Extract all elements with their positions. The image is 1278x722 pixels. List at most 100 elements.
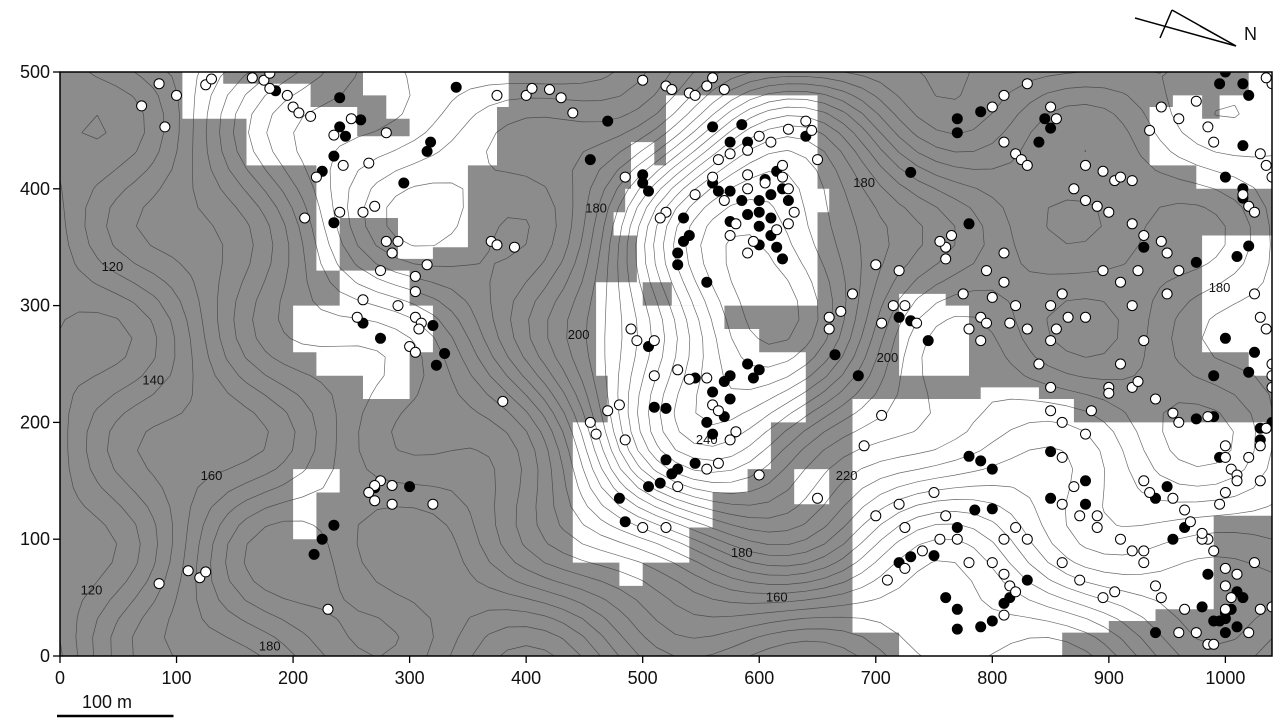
- filled-sample-point: [334, 92, 346, 104]
- open-sample-point: [1050, 113, 1062, 125]
- filled-sample-point: [1039, 113, 1051, 125]
- sample-points: [136, 72, 1272, 650]
- open-sample-point: [619, 171, 631, 183]
- north-arrow-crossbar: [1159, 9, 1173, 39]
- x-tick-label: 700: [861, 668, 891, 688]
- filled-sample-point: [922, 335, 934, 347]
- open-sample-point: [1266, 381, 1272, 393]
- open-sample-point: [1260, 159, 1272, 171]
- x-tick-label: 900: [1094, 668, 1124, 688]
- open-sample-point: [1254, 311, 1266, 323]
- filled-sample-point: [1219, 72, 1231, 78]
- map-frame: [59, 71, 1273, 657]
- open-sample-point: [742, 183, 754, 195]
- open-sample-point: [363, 157, 375, 169]
- open-sample-point: [712, 405, 724, 417]
- open-sample-point: [305, 110, 317, 122]
- open-sample-point: [1202, 121, 1214, 133]
- filled-sample-point: [963, 450, 975, 462]
- open-sample-point: [712, 154, 724, 166]
- contour-value-label: 180: [259, 639, 281, 654]
- open-sample-point: [153, 78, 165, 90]
- open-sample-point: [1219, 580, 1231, 592]
- open-sample-point: [427, 498, 439, 510]
- open-sample-point: [520, 89, 532, 101]
- contour-value-label: 180: [1209, 280, 1231, 295]
- open-sample-point: [654, 212, 666, 224]
- open-sample-point: [375, 265, 386, 277]
- open-sample-point: [421, 259, 433, 271]
- open-sample-point: [1010, 586, 1022, 598]
- open-sample-point: [701, 80, 713, 92]
- open-sample-point: [1249, 206, 1260, 218]
- x-tick-label: 1000: [1205, 668, 1245, 688]
- filled-sample-point: [765, 212, 777, 224]
- open-sample-point: [870, 259, 882, 271]
- open-sample-point: [1161, 247, 1173, 259]
- filled-sample-point: [707, 428, 719, 440]
- open-sample-point: [1260, 422, 1272, 434]
- filled-sample-point: [1045, 446, 1057, 458]
- open-sample-point: [1208, 545, 1220, 557]
- open-sample-point: [1080, 428, 1091, 440]
- contour-value-label: 220: [836, 468, 858, 483]
- filled-sample-point: [1021, 574, 1033, 586]
- x-tick-label: 400: [511, 668, 541, 688]
- filled-sample-point: [736, 119, 748, 131]
- open-sample-point: [858, 440, 870, 452]
- open-sample-point: [258, 74, 270, 86]
- open-sample-point: [1208, 638, 1220, 650]
- open-sample-point: [893, 498, 905, 510]
- contour-labels: 1201401601201801802002402201801602001801…: [81, 175, 1231, 654]
- open-sample-point: [310, 171, 322, 183]
- open-sample-point: [1184, 516, 1196, 528]
- filled-sample-point: [905, 166, 917, 178]
- filled-sample-point: [975, 455, 987, 467]
- open-sample-point: [1202, 411, 1214, 423]
- filled-sample-point: [660, 454, 672, 466]
- filled-sample-point: [328, 217, 340, 229]
- open-sample-point: [876, 317, 888, 329]
- filled-sample-point: [1219, 171, 1231, 183]
- open-sample-point: [1056, 416, 1068, 428]
- open-sample-point: [707, 171, 719, 183]
- open-sample-point: [1010, 522, 1022, 533]
- x-tick-label: 100: [162, 668, 192, 688]
- open-sample-point: [648, 335, 660, 347]
- open-sample-point: [1167, 492, 1179, 504]
- open-sample-point: [934, 533, 946, 545]
- open-sample-point: [334, 206, 346, 218]
- filled-sample-point: [427, 320, 439, 331]
- open-sample-point: [1173, 627, 1185, 639]
- open-sample-point: [899, 562, 911, 574]
- open-sample-point: [806, 124, 818, 136]
- open-sample-point: [747, 235, 759, 247]
- filled-sample-point: [951, 623, 963, 635]
- open-sample-point: [1103, 387, 1115, 399]
- open-sample-point: [835, 305, 847, 317]
- open-sample-point: [1132, 376, 1144, 387]
- sampled-area: [363, 72, 433, 119]
- open-sample-point: [200, 566, 212, 578]
- open-sample-point: [1231, 475, 1243, 487]
- open-sample-point: [666, 84, 678, 95]
- filled-sample-point: [1196, 601, 1208, 613]
- filled-sample-point: [753, 364, 765, 376]
- open-sample-point: [380, 235, 392, 247]
- filled-sample-point: [701, 416, 713, 428]
- open-sample-point: [299, 212, 311, 224]
- filled-sample-point: [742, 209, 754, 220]
- filled-sample-point: [660, 402, 672, 414]
- open-sample-point: [1161, 288, 1173, 300]
- open-sample-point: [1126, 218, 1138, 230]
- open-sample-point: [409, 286, 421, 298]
- open-sample-point: [1056, 557, 1068, 569]
- contour-value-label: 120: [81, 583, 103, 598]
- open-sample-point: [1062, 311, 1074, 323]
- open-sample-point: [1126, 300, 1138, 312]
- open-sample-point: [701, 463, 713, 475]
- open-sample-point: [567, 107, 579, 119]
- open-sample-point: [1144, 487, 1156, 498]
- open-sample-point: [1219, 440, 1231, 452]
- open-sample-point: [1225, 592, 1237, 604]
